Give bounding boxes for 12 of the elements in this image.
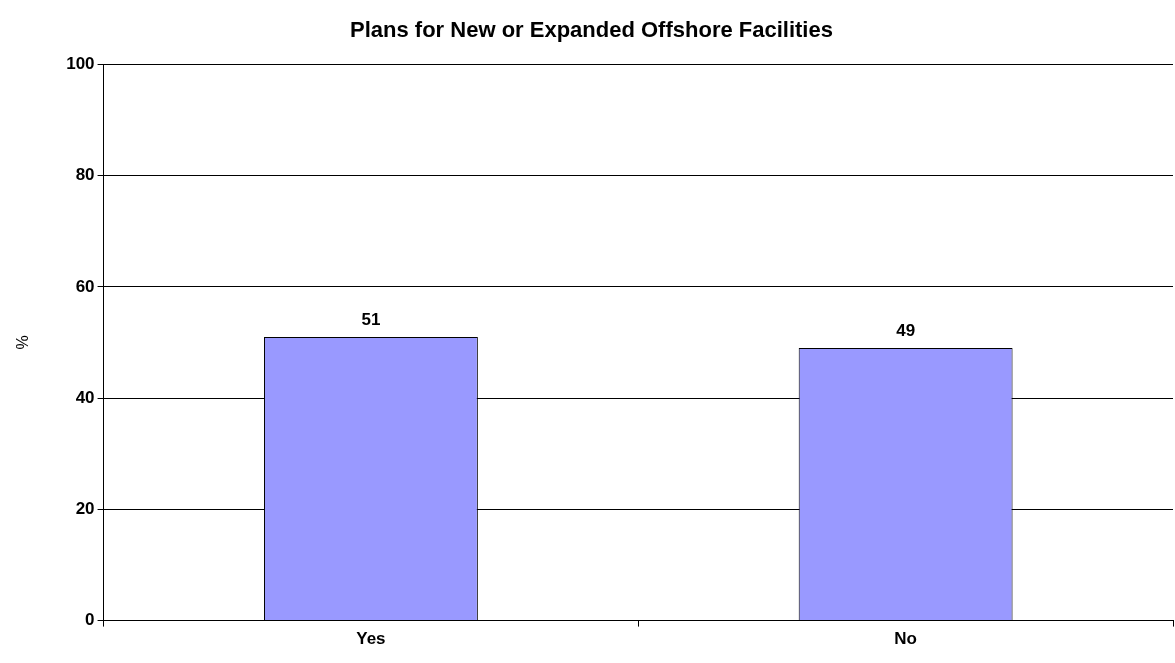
y-axis-title: %	[14, 335, 32, 350]
y-tick-label: 40	[75, 387, 95, 407]
data-label: 49	[896, 321, 916, 341]
y-tick-label: 0	[85, 610, 95, 630]
x-tick-label: Yes	[356, 629, 386, 649]
chart-title: Plans for New or Expanded Offshore Facilities	[350, 17, 833, 43]
y-tick-label: 60	[75, 276, 95, 296]
y-tick-label: 100	[66, 54, 95, 74]
x-tick-label: No	[894, 629, 917, 649]
data-label: 51	[361, 310, 381, 330]
y-tick-label: 20	[75, 499, 95, 519]
y-tick-label: 80	[75, 165, 95, 185]
